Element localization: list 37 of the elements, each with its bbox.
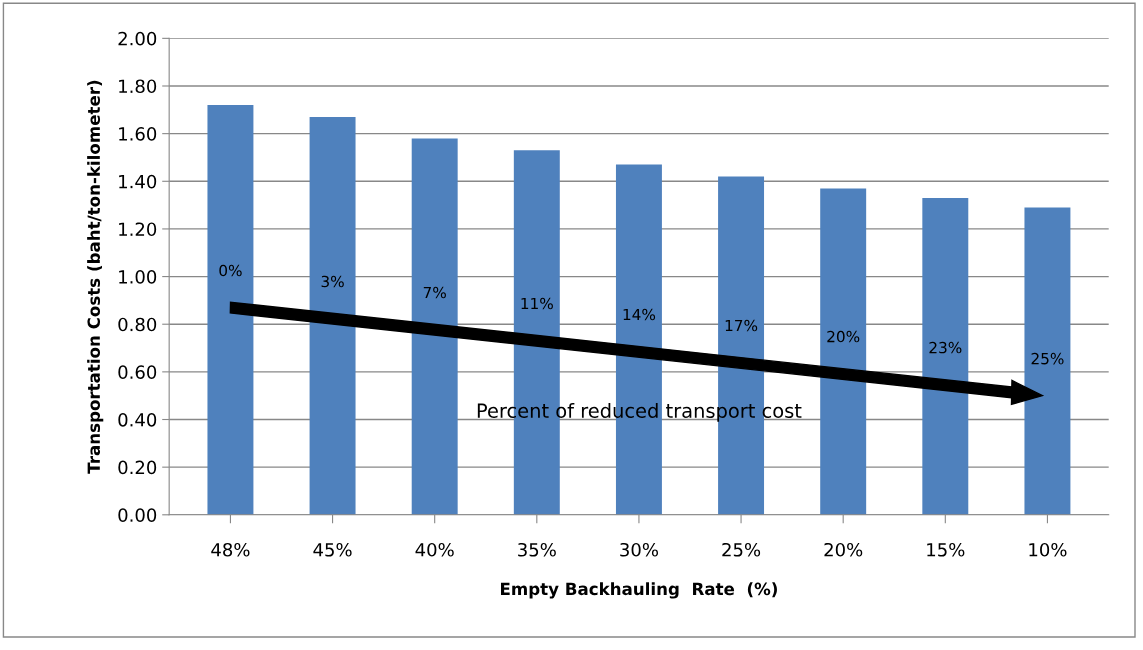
y-axis-title: Transportation Costs (baht/ton-kilometer) [87, 80, 104, 474]
bar [207, 105, 254, 515]
bar [309, 116, 356, 515]
annotation: 23% [929, 341, 962, 354]
annotation: 25% [1031, 352, 1064, 365]
annotation: 7% [423, 286, 446, 299]
y-tick-label: 0.20 [118, 460, 157, 475]
x-tick-label: 30% [620, 542, 659, 557]
annotation: 14% [623, 308, 656, 321]
annotation: 11% [521, 297, 553, 310]
y-tick-label: 0.40 [118, 412, 157, 427]
bar [922, 197, 969, 515]
y-tick-label: 0.80 [118, 317, 157, 332]
bar [820, 188, 867, 515]
y-tick-label: 0.60 [118, 365, 157, 379]
y-tick-label: 1.60 [119, 127, 157, 141]
y-tick-label: 1.40 [119, 174, 157, 189]
y-tick-label: 2.00 [118, 31, 157, 46]
x-tick-label: 45% [313, 542, 352, 557]
y-tick-label: 1.80 [119, 79, 157, 94]
annotation: 0% [219, 264, 242, 277]
annotation: 17% [725, 319, 758, 332]
y-tick-label: 1.20 [119, 222, 157, 237]
x-axis-title: Empty Backhauling Rate (%) [501, 582, 777, 599]
x-tick-label: 40% [415, 542, 454, 557]
annotation: 20% [827, 330, 860, 343]
y-tick-label: 0.00 [118, 508, 157, 522]
x-tick-label: 35% [518, 542, 556, 557]
annotation: 3% [321, 275, 344, 288]
x-tick-label: 10% [1029, 542, 1067, 557]
x-tick-label: 25% [722, 542, 761, 557]
x-tick-label: 20% [824, 542, 863, 557]
x-tick-label: 48% [211, 542, 250, 557]
x-tick-label: 15% [927, 542, 965, 557]
y-tick-label: 1.00 [119, 270, 157, 284]
bar [1024, 207, 1071, 515]
bar [411, 138, 458, 515]
